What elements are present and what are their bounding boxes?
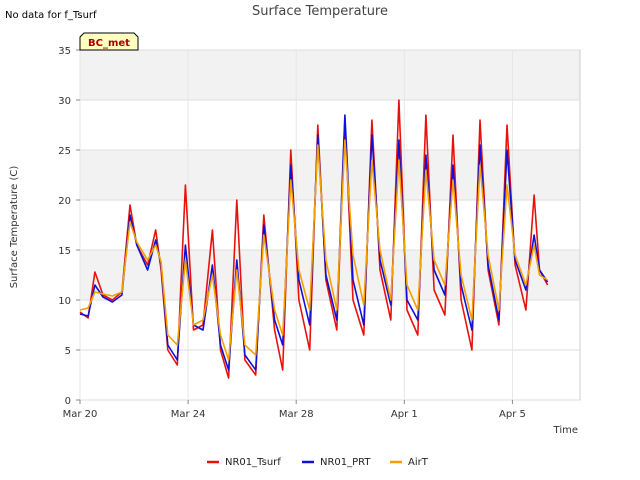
x-axis: Mar 20 Mar 24 Mar 28 Apr 1 Apr 5 xyxy=(63,400,526,420)
y-axis: 0 5 10 15 20 25 30 35 xyxy=(58,46,80,407)
legend-item: NR01_PRT xyxy=(302,457,371,468)
y-tick-label: 35 xyxy=(58,46,71,57)
y-tick-label: 20 xyxy=(58,196,71,207)
legend-label: NR01_Tsurf xyxy=(225,457,281,468)
no-data-note: No data for f_Tsurf xyxy=(5,10,97,21)
legend-item: NR01_Tsurf xyxy=(207,457,281,468)
site-badge: BC_met xyxy=(79,32,139,51)
background-band xyxy=(80,50,580,100)
x-tick-label: Apr 1 xyxy=(391,409,418,420)
site-badge-label: BC_met xyxy=(88,38,130,49)
x-tick-label: Apr 5 xyxy=(499,409,526,420)
x-axis-title: Time xyxy=(553,425,578,436)
y-tick-label: 5 xyxy=(65,346,71,357)
legend: NR01_Tsurf NR01_PRT AirT xyxy=(207,457,429,468)
y-axis-title: Surface Temperature (C) xyxy=(9,166,20,289)
legend-label: NR01_PRT xyxy=(320,457,371,468)
legend-item: AirT xyxy=(390,457,429,468)
series-line-nr01-prt xyxy=(79,114,549,371)
series-lines xyxy=(79,99,549,379)
y-tick-label: 30 xyxy=(58,96,71,107)
y-tick-label: 25 xyxy=(58,146,71,157)
y-tick-label: 0 xyxy=(65,396,71,407)
series-line-nr01-tsurf xyxy=(79,99,549,379)
x-tick-label: Mar 24 xyxy=(171,409,206,420)
plot-bg xyxy=(80,50,580,400)
plot-background-bands xyxy=(80,50,580,400)
x-tick-label: Mar 20 xyxy=(63,409,98,420)
y-tick-label: 15 xyxy=(58,246,71,257)
background-band xyxy=(80,150,580,200)
x-tick-label: Mar 28 xyxy=(279,409,314,420)
y-tick-label: 10 xyxy=(58,296,71,307)
chart-title: Surface Temperature xyxy=(252,4,388,19)
legend-label: AirT xyxy=(408,457,429,468)
series-line-airt xyxy=(79,139,549,361)
